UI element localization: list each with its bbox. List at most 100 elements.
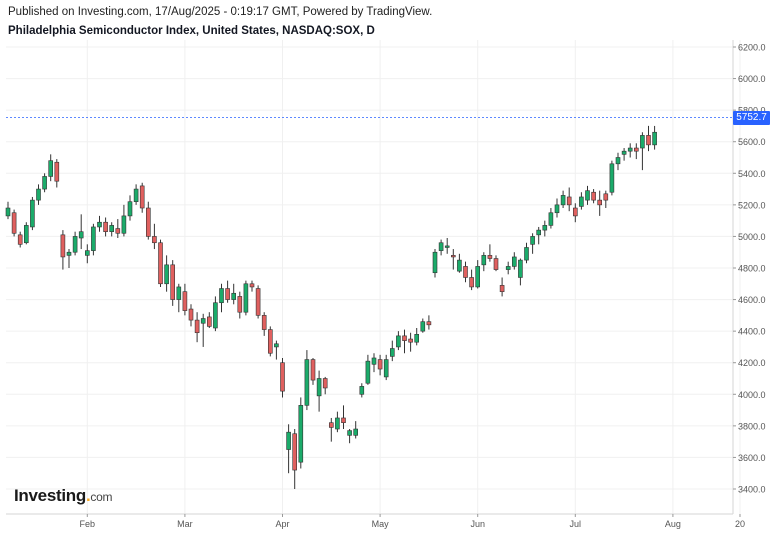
- candle-body: [164, 264, 169, 285]
- candle: [30, 196, 35, 231]
- candle: [457, 253, 462, 273]
- candle-body: [463, 266, 468, 278]
- candle: [213, 296, 218, 332]
- candle-body: [487, 255, 493, 259]
- candle: [85, 244, 90, 264]
- candle-body: [414, 333, 420, 343]
- candle: [511, 252, 517, 270]
- candle-body: [536, 229, 542, 236]
- candle: [133, 184, 139, 205]
- candle-body: [450, 255, 456, 258]
- candle: [371, 353, 377, 373]
- candle-body: [78, 231, 84, 239]
- candle: [353, 421, 359, 439]
- candle: [572, 203, 578, 223]
- candle-body: [127, 201, 133, 217]
- candle-body: [42, 176, 47, 190]
- candle-body: [499, 285, 505, 292]
- candle: [408, 332, 413, 352]
- candle-body: [633, 147, 639, 152]
- candle-body: [353, 428, 359, 436]
- candle: [530, 233, 535, 254]
- candle-body: [237, 296, 243, 313]
- symbol-title: Philadelphia Semiconductor Index, United…: [8, 25, 375, 37]
- candle: [615, 152, 621, 171]
- candle: [505, 261, 511, 275]
- candle: [274, 340, 279, 360]
- candle-body: [146, 207, 151, 237]
- y-tick-label: 6200.0: [738, 43, 766, 53]
- candle: [438, 239, 444, 256]
- candle: [316, 370, 322, 412]
- y-tick-label: 3600.0: [738, 453, 766, 463]
- candle-body: [457, 259, 462, 272]
- y-tick-label: 5400.0: [738, 169, 766, 179]
- candle-body: [322, 378, 328, 389]
- x-tick-label: 20: [735, 519, 745, 529]
- candle: [627, 143, 633, 158]
- candle: [36, 184, 41, 205]
- candle-body: [597, 199, 603, 206]
- candle: [78, 214, 84, 250]
- candle-body: [292, 433, 298, 471]
- logo-suffix: com: [90, 490, 113, 504]
- candle: [621, 148, 627, 161]
- candle: [146, 201, 151, 240]
- candle: [91, 223, 96, 256]
- candle-body: [347, 430, 352, 436]
- candle-body: [493, 258, 499, 270]
- candle-body: [115, 228, 121, 234]
- candle-body: [36, 188, 41, 201]
- candle: [591, 189, 596, 204]
- candles: [5, 125, 657, 489]
- candle-body: [66, 251, 72, 256]
- candle-body: [505, 266, 511, 270]
- candle: [536, 226, 542, 245]
- candle-body: [152, 236, 157, 244]
- candle-body: [182, 291, 188, 311]
- candle: [377, 354, 383, 376]
- y-tick-label: 5600.0: [738, 137, 766, 147]
- candle-body: [560, 195, 566, 206]
- x-axis: Feb Mar Apr May Jun Jul Aug 20: [6, 513, 745, 529]
- y-tick-label: 4000.0: [738, 390, 766, 400]
- candle-body: [48, 160, 54, 177]
- candle: [566, 187, 572, 212]
- candle: [328, 417, 334, 442]
- candle-body: [554, 204, 560, 214]
- candle-body: [280, 362, 285, 392]
- candle-body: [85, 250, 90, 256]
- x-tick-label: Apr: [275, 519, 289, 529]
- candle: [280, 357, 285, 398]
- grid-lines: [6, 40, 741, 514]
- candle: [585, 185, 590, 205]
- candle: [310, 357, 316, 385]
- candle: [42, 173, 47, 193]
- candle-body: [481, 255, 487, 266]
- candle: [341, 405, 346, 430]
- candle: [152, 223, 157, 250]
- candle-body: [274, 343, 279, 348]
- candle: [389, 340, 395, 362]
- candle-body: [511, 256, 517, 267]
- candle: [60, 230, 66, 270]
- candle-body: [213, 302, 218, 329]
- candle-body: [438, 242, 444, 251]
- candle: [493, 255, 499, 272]
- candle: [121, 204, 127, 237]
- candle-body: [200, 318, 206, 324]
- candle-body: [30, 199, 35, 228]
- candle: [298, 397, 304, 469]
- candle: [231, 283, 236, 305]
- candle: [335, 411, 340, 433]
- candle: [66, 249, 72, 268]
- candle: [48, 154, 54, 182]
- candle-body: [542, 225, 548, 231]
- candle-body: [158, 242, 163, 285]
- candle-body: [402, 335, 407, 341]
- candle: [481, 252, 487, 272]
- candle: [139, 182, 145, 213]
- candle-body: [640, 135, 645, 149]
- y-tick-label: 4200.0: [738, 358, 766, 368]
